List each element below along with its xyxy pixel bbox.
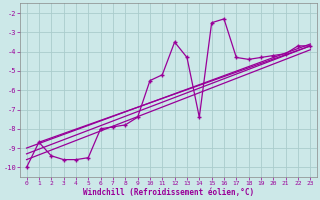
X-axis label: Windchill (Refroidissement éolien,°C): Windchill (Refroidissement éolien,°C) [83,188,254,197]
